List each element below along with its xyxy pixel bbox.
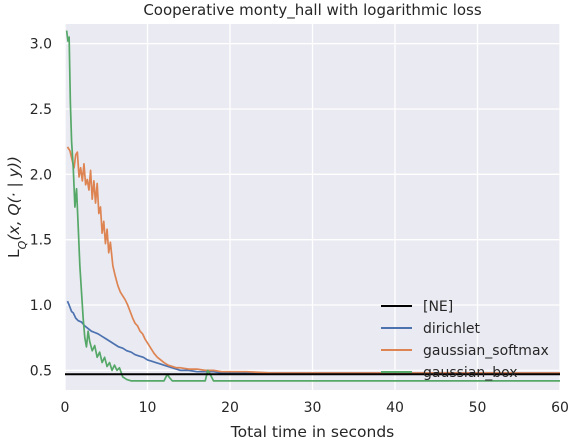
series-layer xyxy=(65,30,560,382)
chart-title: Cooperative monty_hall with logarithmic … xyxy=(143,1,482,20)
grid xyxy=(64,24,561,390)
y-axis-label: LQ(x, Q(· | y)) xyxy=(5,156,29,258)
series-line-gaussian-softmax xyxy=(66,146,560,374)
y-tick-label: 2.0 xyxy=(30,167,52,183)
legend: [NE] dirichlet gaussian_softmax gaussian_bo… xyxy=(381,299,549,381)
y-tick-label: 2.5 xyxy=(30,102,52,118)
x-tick-label: 30 xyxy=(304,400,322,416)
x-tick-label: 10 xyxy=(139,400,157,416)
y-tick-label: 1.5 xyxy=(30,233,52,249)
legend-label: gaussian_softmax xyxy=(423,343,549,359)
y-tick-label: 1.0 xyxy=(30,298,52,314)
legend-label: gaussian_box xyxy=(423,365,518,381)
legend-label: [NE] xyxy=(423,299,453,315)
y-tick-label: 3.0 xyxy=(30,37,52,53)
x-tick-label: 40 xyxy=(386,400,404,416)
series-line-gaussian-box xyxy=(65,30,560,382)
y-tick-label: 0.5 xyxy=(30,363,52,379)
x-tick-label: 0 xyxy=(61,400,70,416)
x-axis-label: Total time in seconds xyxy=(230,423,394,441)
x-tick-label: 20 xyxy=(221,400,239,416)
x-tick-label: 60 xyxy=(551,400,569,416)
tick-labels: 0 10 20 30 40 50 60 0.5 1.0 1.5 2.0 2.5 3.0 xyxy=(30,37,569,416)
x-tick-label: 50 xyxy=(469,400,487,416)
legend-label: dirichlet xyxy=(423,321,480,337)
